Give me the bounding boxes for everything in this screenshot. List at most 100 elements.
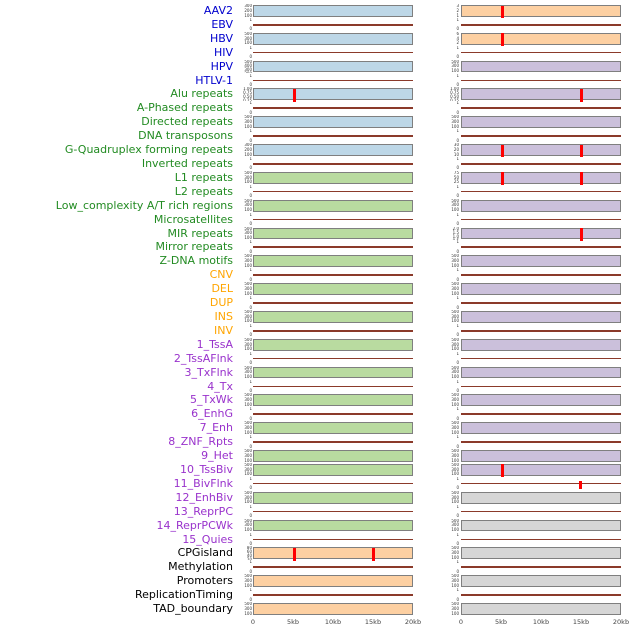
track-baseline xyxy=(253,79,413,82)
y-tick-label: 500 xyxy=(244,421,252,426)
track-panel-right xyxy=(461,102,621,114)
track-label: 4_Tx xyxy=(207,379,233,393)
track-label: 11_BivFlnk xyxy=(173,476,233,490)
y-tick-label: 1 xyxy=(249,240,252,245)
y-tick-label: 100 xyxy=(451,499,459,505)
track-baseline xyxy=(253,23,413,26)
track-label: 9_Het xyxy=(201,449,233,463)
track-row: Directed repeats 500 300 100 500 300 100 xyxy=(0,115,630,129)
y-tick-label: 1 xyxy=(456,184,459,189)
y-tick-label: 0 xyxy=(249,485,252,491)
y-tick-label: 100 xyxy=(451,374,459,380)
y-tick-label: 6 xyxy=(456,31,459,36)
y-tick-label: 300 xyxy=(451,605,459,611)
y-tick-label: 1 xyxy=(249,560,252,565)
track-panel-left xyxy=(253,589,413,601)
y-tick-label: 1 xyxy=(456,323,459,328)
y-tick-label: 1 xyxy=(249,101,252,106)
y-tick-label: 300 xyxy=(451,466,459,472)
track-label: MIR repeats xyxy=(167,226,233,240)
y-tick-label: 300 xyxy=(244,397,252,403)
y-tick-label: 1 xyxy=(249,17,252,22)
y-tick-label: 0 xyxy=(249,596,252,602)
track-panel-right xyxy=(461,171,621,185)
y-tick-label: 300 xyxy=(244,4,252,8)
y-tick-label: 500 xyxy=(451,59,459,64)
y-tick-label: 1 xyxy=(456,17,459,22)
y-tick-label: 0 xyxy=(456,596,459,602)
track-row: Promoters 500 300 100 500 300 100 xyxy=(0,574,630,588)
y-axis-ticks: 1.000.750.500.250.00 xyxy=(236,87,252,101)
y-tick-label: 20 xyxy=(453,146,459,152)
track-panel-left xyxy=(253,199,413,212)
y-tick-label: 0 xyxy=(249,304,252,310)
y-tick-label: 0 xyxy=(456,541,459,547)
y-tick-label: 300 xyxy=(451,452,459,458)
track-label: A-Phased repeats xyxy=(136,101,233,115)
track-panel-left xyxy=(253,102,413,114)
y-axis-ticks: 500 300 100 xyxy=(236,115,252,129)
y-tick-label: 1.0 xyxy=(452,233,459,239)
track-row: INS 500 300 100 500 300 100 xyxy=(0,310,630,324)
track-label: Promoters xyxy=(176,574,233,588)
track-row: Microsatellites 1 0 1 0 xyxy=(0,213,630,227)
track-row: 6_EnhG 1 0 1 0 xyxy=(0,407,630,421)
y-tick-label: 100 xyxy=(451,123,459,129)
track-panel-left xyxy=(253,478,413,490)
track-panel-left xyxy=(253,506,413,518)
y-tick-label: 100 xyxy=(244,123,252,129)
track-panel-right xyxy=(461,353,621,365)
y-tick-label: 400 xyxy=(244,62,252,68)
y-tick-label: 1 xyxy=(249,407,252,412)
track-panel-right xyxy=(461,575,621,588)
y-tick-label: 1 xyxy=(456,45,459,50)
highlight-line xyxy=(292,547,296,561)
y-axis-ticks: 500 300 100 xyxy=(443,60,459,74)
track-row: AAV2 300 200 100 3 2 1 xyxy=(0,4,630,19)
y-tick-label: 0 xyxy=(456,26,459,32)
y-tick-label: 0 xyxy=(456,54,459,60)
y-tick-label: 300 xyxy=(244,494,252,500)
track-row: 8_ZNF_Rpts 1 0 1 0 xyxy=(0,435,630,449)
track-row: Mirror repeats 1 0 1 0 xyxy=(0,240,630,254)
track-row: 10_TssBiv 500 300 100 500 300 100 xyxy=(0,462,630,478)
highlight-line xyxy=(292,88,296,102)
y-tick-label: 300 xyxy=(244,369,252,375)
y-tick-label: 100 xyxy=(244,374,252,380)
y-tick-label: 500 xyxy=(244,462,252,467)
track-panel-right xyxy=(461,75,621,87)
y-tick-label: 300 xyxy=(244,35,252,41)
y-tick-label: 300 xyxy=(244,119,252,125)
track-baseline xyxy=(461,510,621,513)
y-axis-ticks: 500 300 100 xyxy=(443,519,459,533)
y-tick-label: 200 xyxy=(244,146,252,152)
y-axis-ticks: 500 300 100 xyxy=(236,602,252,616)
track-baseline xyxy=(253,162,413,165)
y-tick-label: 1 xyxy=(249,73,252,78)
highlight-line xyxy=(579,88,583,102)
track-row: 9_Het 500 300 100 500 300 100 xyxy=(0,449,630,463)
y-tick-label: 0 xyxy=(249,137,252,143)
track-panel-right xyxy=(461,478,621,490)
y-tick-label: 100 xyxy=(244,40,252,46)
y-tick-label: 500 xyxy=(244,198,252,203)
y-tick-label: 500 xyxy=(451,421,459,426)
track-panel-left xyxy=(253,325,413,337)
y-axis-ticks: 500 300 100 xyxy=(443,393,459,407)
y-tick-label: 1 xyxy=(456,532,459,537)
y-tick-label: 300 xyxy=(244,452,252,458)
y-tick-label: 80 xyxy=(246,546,252,551)
track-row: Low_complexity A/T rich regions 500 300 100… xyxy=(0,199,630,213)
track-label: HPV xyxy=(210,59,233,73)
y-tick-label: 300 xyxy=(451,341,459,347)
track-label: 2_TssAFlnk xyxy=(173,351,233,365)
y-tick-label: 100 xyxy=(451,346,459,352)
y-axis-ticks: 500 300 100 xyxy=(236,421,252,435)
